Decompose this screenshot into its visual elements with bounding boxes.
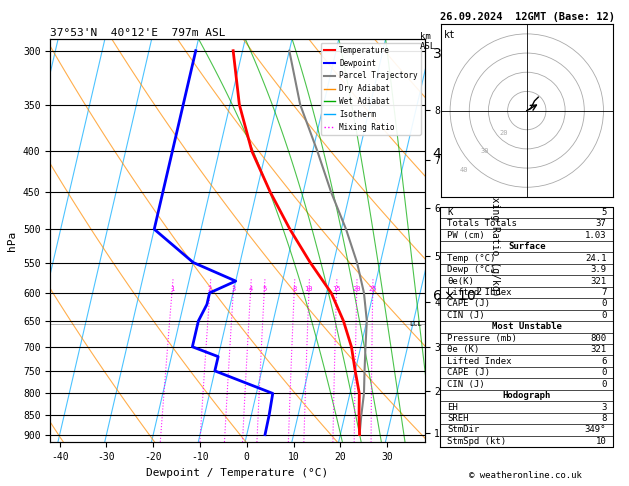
Text: Hodograph: Hodograph [503, 391, 551, 400]
Text: 15: 15 [332, 286, 341, 292]
Text: Lifted Index: Lifted Index [447, 288, 512, 297]
Legend: Temperature, Dewpoint, Parcel Trajectory, Dry Adiabat, Wet Adiabat, Isotherm, Mi: Temperature, Dewpoint, Parcel Trajectory… [321, 43, 421, 135]
Text: Temp (°C): Temp (°C) [447, 254, 496, 262]
Text: SREH: SREH [447, 414, 469, 423]
Text: StmSpd (kt): StmSpd (kt) [447, 437, 506, 446]
Text: θe (K): θe (K) [447, 345, 479, 354]
Text: km
ASL: km ASL [420, 32, 437, 51]
Text: 20: 20 [352, 286, 361, 292]
Text: 3: 3 [231, 286, 235, 292]
Text: 0: 0 [601, 368, 606, 377]
Text: © weatheronline.co.uk: © weatheronline.co.uk [469, 471, 582, 480]
Text: CIN (J): CIN (J) [447, 380, 485, 389]
Text: K: K [447, 208, 453, 217]
Text: 1: 1 [170, 286, 174, 292]
Text: 4: 4 [248, 286, 253, 292]
Text: 3: 3 [601, 402, 606, 412]
Text: 0: 0 [601, 311, 606, 320]
Text: 8: 8 [601, 414, 606, 423]
Text: 1.03: 1.03 [585, 231, 606, 240]
Y-axis label: Mixing Ratio (g/kg): Mixing Ratio (g/kg) [489, 185, 499, 296]
Text: EH: EH [447, 402, 458, 412]
Text: 37°53'N  40°12'E  797m ASL: 37°53'N 40°12'E 797m ASL [50, 28, 226, 38]
Text: kt: kt [444, 30, 456, 40]
Text: 7: 7 [601, 288, 606, 297]
Text: 2: 2 [208, 286, 212, 292]
Text: 40: 40 [460, 167, 468, 173]
Text: Lifted Index: Lifted Index [447, 357, 512, 365]
Text: 20: 20 [500, 130, 508, 137]
Text: 8: 8 [292, 286, 296, 292]
Text: 26.09.2024  12GMT (Base: 12): 26.09.2024 12GMT (Base: 12) [440, 12, 615, 22]
Text: 5: 5 [262, 286, 266, 292]
Text: 10: 10 [304, 286, 313, 292]
X-axis label: Dewpoint / Temperature (°C): Dewpoint / Temperature (°C) [147, 468, 328, 478]
Text: 37: 37 [596, 219, 606, 228]
Text: 3.9: 3.9 [590, 265, 606, 274]
Text: 349°: 349° [585, 425, 606, 434]
Text: StmDir: StmDir [447, 425, 479, 434]
Y-axis label: hPa: hPa [8, 230, 18, 251]
Text: CAPE (J): CAPE (J) [447, 368, 490, 377]
Text: Totals Totals: Totals Totals [447, 219, 517, 228]
Text: 10: 10 [596, 437, 606, 446]
Text: LCL: LCL [409, 321, 422, 327]
Text: PW (cm): PW (cm) [447, 231, 485, 240]
Text: 800: 800 [590, 334, 606, 343]
Text: Pressure (mb): Pressure (mb) [447, 334, 517, 343]
Text: 0: 0 [601, 380, 606, 389]
Text: 6: 6 [601, 357, 606, 365]
Text: CIN (J): CIN (J) [447, 311, 485, 320]
Text: 5: 5 [601, 208, 606, 217]
Text: Surface: Surface [508, 242, 545, 251]
Text: 321: 321 [590, 277, 606, 285]
Text: 321: 321 [590, 345, 606, 354]
Text: CAPE (J): CAPE (J) [447, 299, 490, 309]
Text: 24.1: 24.1 [585, 254, 606, 262]
Text: 25: 25 [369, 286, 377, 292]
Text: 0: 0 [601, 299, 606, 309]
Text: 30: 30 [481, 148, 489, 154]
Text: Dewp (°C): Dewp (°C) [447, 265, 496, 274]
Text: Most Unstable: Most Unstable [492, 322, 562, 331]
Text: θe(K): θe(K) [447, 277, 474, 285]
